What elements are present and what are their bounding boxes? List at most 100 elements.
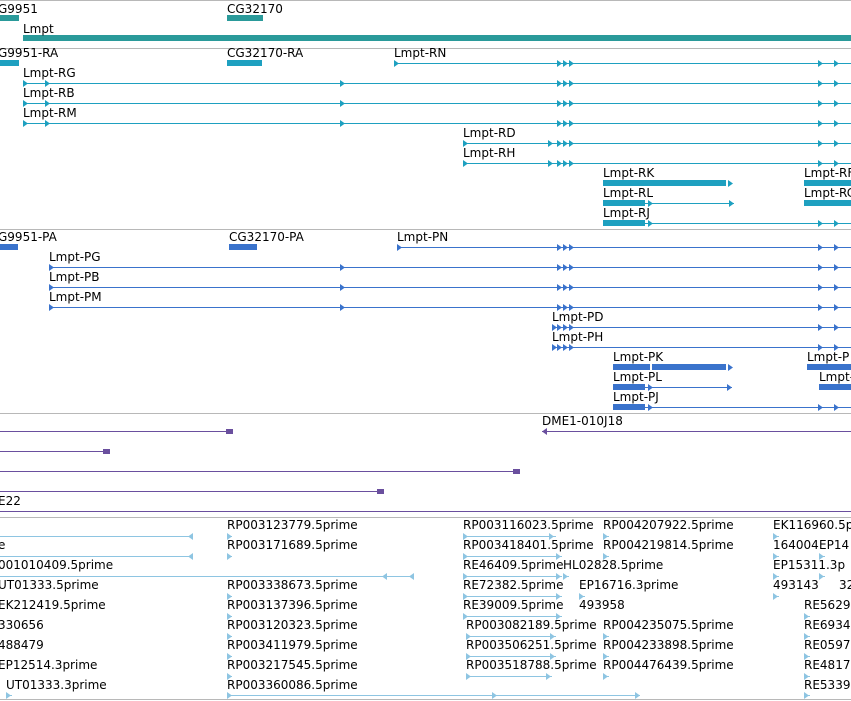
- clone-label[interactable]: E22: [0, 494, 21, 508]
- est-label[interactable]: RP003120323.5prime: [227, 618, 358, 632]
- transcript-label[interactable]: Lmpt-RC: [804, 186, 851, 200]
- transcript-label[interactable]: Lmpt-RM: [23, 106, 77, 120]
- strand-arrow: [340, 264, 345, 271]
- est-arrow: [188, 553, 193, 560]
- est-label[interactable]: RP003418401.5prime: [463, 538, 594, 552]
- strand-arrow: [548, 140, 553, 147]
- est-label[interactable]: 32: [839, 578, 851, 592]
- est-label[interactable]: EP16716.3prime: [579, 578, 679, 592]
- protein-label[interactable]: Lmpt-PD: [552, 310, 604, 324]
- est-label[interactable]: RE6934: [804, 618, 851, 632]
- est-arrow: [556, 593, 561, 600]
- est-label[interactable]: RP004219814.5prime: [603, 538, 734, 552]
- est-arrow: [463, 573, 468, 580]
- gene-label[interactable]: Lmpt: [23, 22, 54, 36]
- est-label[interactable]: RE5629: [804, 598, 851, 612]
- strand-arrow: [340, 304, 345, 311]
- protein-label[interactable]: CG32170-PA: [229, 230, 304, 244]
- transcript-label[interactable]: G9951-RA: [0, 46, 59, 60]
- est-label[interactable]: 488479: [0, 638, 44, 652]
- strand-arrow: [340, 120, 345, 127]
- gene-label[interactable]: G9951: [0, 2, 38, 16]
- protein-label[interactable]: Lmpt-: [819, 370, 851, 384]
- protein-label[interactable]: Lmpt-PG: [49, 250, 101, 264]
- est-label[interactable]: RP003171689.5prime: [227, 538, 358, 552]
- est-label[interactable]: RE5339: [804, 678, 851, 692]
- est-label[interactable]: RP003506251.5prime: [466, 638, 597, 652]
- est-label[interactable]: RE46409.5prime: [463, 558, 564, 572]
- transcript-label[interactable]: Lmpt-RJ: [603, 206, 650, 220]
- protein-label[interactable]: Lmpt-PK: [613, 350, 664, 364]
- transcript-label[interactable]: Lmpt-RH: [463, 146, 516, 160]
- est-arrow: [463, 533, 468, 540]
- est-label[interactable]: RP003116023.5prime: [463, 518, 594, 532]
- strand-arrow: [648, 220, 653, 227]
- est-label[interactable]: 164004: [773, 538, 819, 552]
- transcript-label[interactable]: Lmpt-RG: [23, 66, 76, 80]
- est-label[interactable]: EP14: [819, 538, 850, 552]
- est-label[interactable]: EP12514.3prime: [0, 658, 98, 672]
- est-label[interactable]: EK116960.5p: [773, 518, 851, 532]
- est-label[interactable]: RP003518788.5prime: [466, 658, 597, 672]
- est-arrow: [804, 653, 809, 660]
- strand-arrow: [563, 60, 568, 67]
- est-label[interactable]: RP003217545.5prime: [227, 658, 358, 672]
- strand-arrow: [569, 100, 574, 107]
- protein-label[interactable]: Lmpt-PN: [397, 230, 449, 244]
- est-label[interactable]: RP003338673.5prime: [227, 578, 358, 592]
- est-label[interactable]: 001010409.5prime: [0, 558, 114, 572]
- strand-arrow: [818, 264, 823, 271]
- transcript-label[interactable]: Lmpt-RL: [603, 186, 654, 200]
- est-label[interactable]: UT01333.5prime: [0, 578, 99, 592]
- transcript-label[interactable]: Lmpt-RF: [804, 166, 851, 180]
- est-arrow: [563, 573, 568, 580]
- est-label[interactable]: RE0597: [804, 638, 851, 652]
- est-label[interactable]: RP004235075.5prime: [603, 618, 734, 632]
- est-label[interactable]: RP003082189.5prime: [466, 618, 597, 632]
- strand-arrow: [818, 120, 823, 127]
- est-label[interactable]: 493143: [773, 578, 819, 592]
- transcript-label[interactable]: Lmpt-RK: [603, 166, 655, 180]
- strand-arrow: [557, 324, 562, 331]
- transcript-label[interactable]: Lmpt-RB: [23, 86, 75, 100]
- est-label[interactable]: 493958: [579, 598, 625, 612]
- protein-label[interactable]: Lmpt-PB: [49, 270, 100, 284]
- transcript-label[interactable]: CG32170-RA: [227, 46, 304, 60]
- protein-label[interactable]: Lmpt-PJ: [613, 390, 659, 404]
- strand-arrow: [818, 344, 823, 351]
- est-label[interactable]: RP003123779.5prime: [227, 518, 358, 532]
- est-arrow: [227, 613, 232, 620]
- est-arrow: [804, 692, 809, 699]
- est-label[interactable]: RP003411979.5prime: [227, 638, 358, 652]
- est-label[interactable]: RP004207922.5prime: [603, 518, 734, 532]
- est-label[interactable]: e: [0, 538, 6, 552]
- strand-arrow: [818, 304, 823, 311]
- gene-label[interactable]: CG32170: [227, 2, 283, 16]
- protein-label[interactable]: G9951-PA: [0, 230, 57, 244]
- est-label[interactable]: EP15311.3p: [773, 558, 846, 572]
- est-arrow: [463, 593, 468, 600]
- est-label[interactable]: 330656: [0, 618, 44, 632]
- est-label[interactable]: RP004476439.5prime: [603, 658, 734, 672]
- est-label[interactable]: EK212419.5prime: [0, 598, 106, 612]
- est-label[interactable]: RP004233898.5prime: [603, 638, 734, 652]
- est-arrow: [773, 533, 778, 540]
- est-label[interactable]: RE72382.5prime: [463, 578, 564, 592]
- est-label[interactable]: RE4817: [804, 658, 851, 672]
- transcript-label[interactable]: Lmpt-RN: [394, 46, 447, 60]
- transcript-label[interactable]: Lmpt-RD: [463, 126, 516, 140]
- protein-label[interactable]: Lmpt-P: [807, 350, 850, 364]
- est-label[interactable]: RP003360086.5prime: [227, 678, 358, 692]
- protein-label[interactable]: Lmpt-PL: [613, 370, 662, 384]
- strand-arrow: [557, 140, 562, 147]
- est-label[interactable]: RE39009.5prime: [463, 598, 564, 612]
- strand-arrow: [834, 160, 839, 167]
- protein-label[interactable]: Lmpt-PH: [552, 330, 604, 344]
- exon-block: [0, 60, 19, 66]
- est-arrow: [188, 533, 193, 540]
- clone-label[interactable]: DME1-010J18: [542, 414, 623, 428]
- protein-label[interactable]: Lmpt-PM: [49, 290, 102, 304]
- est-label[interactable]: HL02828.5prime: [563, 558, 664, 572]
- est-label[interactable]: RP003137396.5prime: [227, 598, 358, 612]
- est-label[interactable]: UT01333.3prime: [6, 678, 107, 692]
